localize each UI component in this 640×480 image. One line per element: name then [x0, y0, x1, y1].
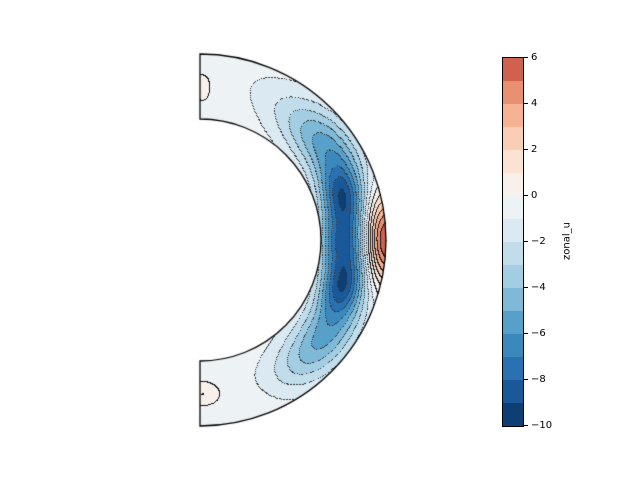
colorbar-tick-label: −2	[531, 236, 546, 247]
colorbar-band	[503, 81, 523, 104]
colorbar-label: zonal_u	[561, 222, 573, 260]
colorbar-band	[503, 334, 523, 357]
colorbar-band	[503, 265, 523, 288]
colorbar-band	[503, 104, 523, 127]
colorbar-tick-label: 4	[531, 98, 538, 109]
colorbar-band	[503, 219, 523, 242]
colorbar-tick	[524, 103, 528, 104]
colorbar-tick-label: 2	[531, 144, 538, 155]
colorbar-tick	[524, 57, 528, 58]
colorbar-band	[503, 357, 523, 380]
colorbar-tick	[524, 149, 528, 150]
colorbar-tick-label: −10	[531, 420, 553, 431]
colorbar-tick	[524, 241, 528, 242]
colorbar-band	[503, 242, 523, 265]
colorbar-tick	[524, 287, 528, 288]
colorbar-tick-label: −8	[531, 374, 546, 385]
colorbar-band	[503, 311, 523, 334]
colorbar-band	[503, 58, 523, 81]
colorbar-tick	[524, 425, 528, 426]
colorbar-band	[503, 150, 523, 173]
colorbar-band	[503, 380, 523, 403]
colorbar-band	[503, 288, 523, 311]
colorbar-tick-label: 0	[531, 190, 538, 201]
colorbar-band	[503, 196, 523, 219]
colorbar-tick	[524, 379, 528, 380]
colorbar-band	[503, 127, 523, 150]
colorbar-tick-label: −6	[531, 328, 546, 339]
colorbar	[502, 57, 524, 427]
colorbar-tick-label: 6	[531, 52, 538, 63]
colorbar-band	[503, 403, 523, 426]
colorbar-tick	[524, 333, 528, 334]
colorbar-tick	[524, 195, 528, 196]
colorbar-tick-label: −4	[531, 282, 546, 293]
colorbar-band	[503, 173, 523, 196]
